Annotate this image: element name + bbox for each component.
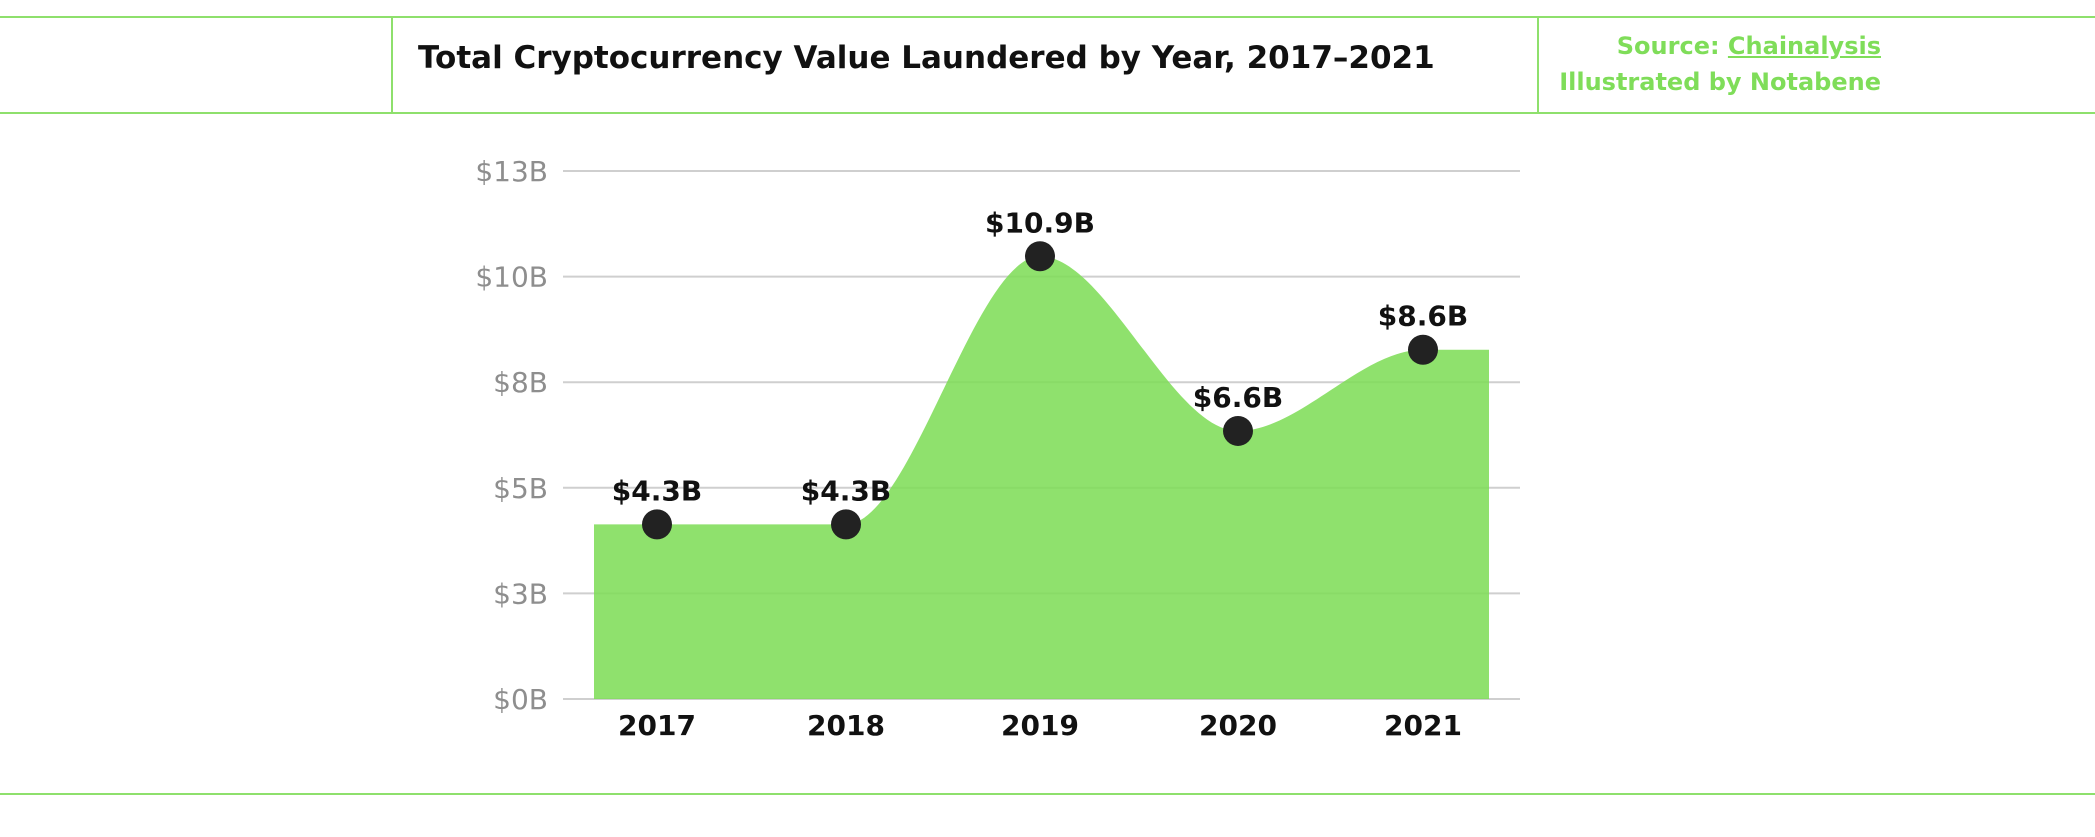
y-tick-label: $5B	[493, 472, 548, 505]
data-label: $8.6B	[1378, 300, 1468, 333]
header-bottom-border	[0, 112, 2095, 114]
data-point-marker	[1025, 241, 1055, 272]
data-point-marker	[831, 509, 861, 540]
data-label: $4.3B	[612, 474, 702, 507]
y-tick-label: $8B	[493, 366, 548, 399]
data-point-marker	[1223, 415, 1253, 446]
header-left-divider	[391, 16, 393, 112]
illustrated-by: Illustrated by Notabene	[1559, 68, 1881, 96]
y-tick-label: $0B	[493, 683, 548, 716]
top-border	[0, 16, 2095, 18]
source-credit: Source: Chainalysis Illustrated by Notab…	[1559, 28, 1881, 100]
x-tick-label: 2019	[1001, 709, 1079, 742]
x-tick-label: 2017	[618, 709, 696, 742]
y-tick-label: $10B	[475, 261, 548, 294]
source-line: Source: Chainalysis	[1559, 28, 1881, 64]
footer-border	[0, 793, 2095, 795]
y-axis-ticks: $0B $3B $5B $8B $10B $13B	[475, 155, 548, 716]
x-tick-label: 2021	[1384, 709, 1462, 742]
data-markers	[642, 241, 1438, 540]
source-prefix: Source:	[1616, 32, 1728, 60]
x-tick-label: 2018	[807, 709, 885, 742]
source-link[interactable]: Chainalysis	[1727, 32, 1881, 60]
data-label: $4.3B	[801, 474, 891, 507]
header-right-divider	[1537, 16, 1539, 112]
data-point-marker	[1408, 334, 1438, 365]
x-tick-label: 2020	[1199, 709, 1277, 742]
area-series	[594, 256, 1489, 699]
x-axis-labels: 2017 2018 2019 2020 2021	[618, 709, 1462, 742]
page-title: Total Cryptocurrency Value Laundered by …	[418, 40, 1435, 76]
data-point-marker	[642, 509, 672, 540]
y-tick-label: $13B	[475, 155, 548, 188]
y-tick-label: $3B	[493, 577, 548, 610]
data-label: $6.6B	[1193, 381, 1283, 414]
data-label: $10.9B	[985, 206, 1095, 239]
data-labels: $4.3B $4.3B $10.9B $6.6B $8.6B	[612, 206, 1468, 507]
